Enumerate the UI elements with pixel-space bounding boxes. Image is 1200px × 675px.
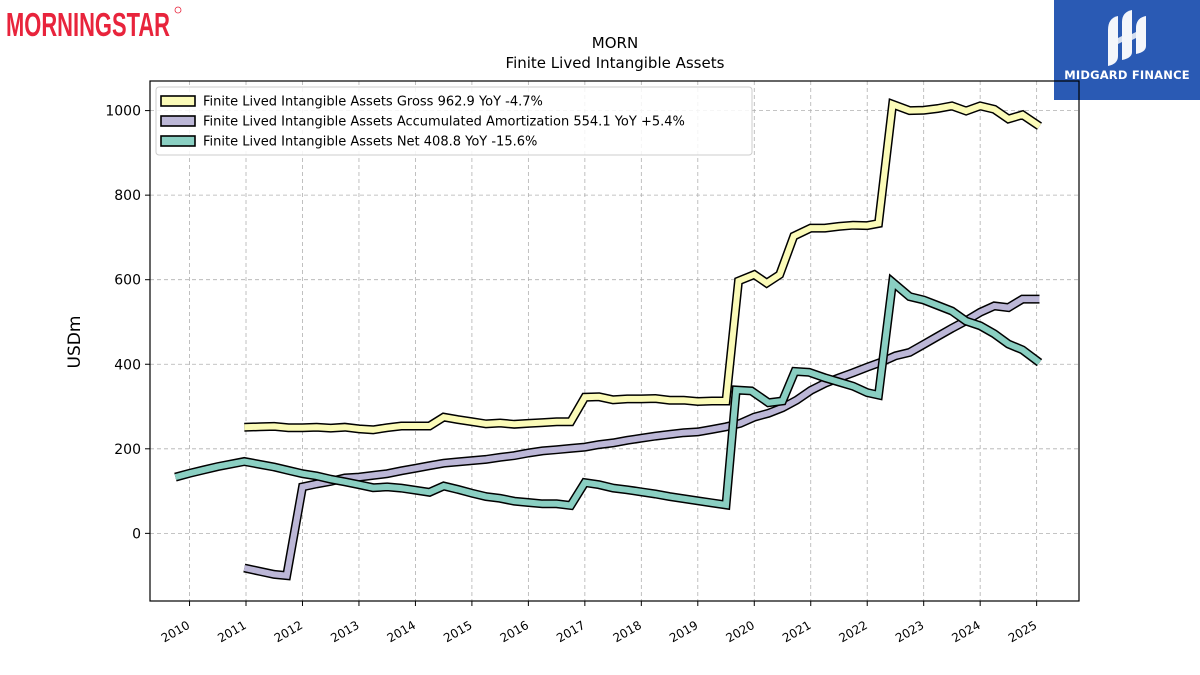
x-tick-label: 2011 — [215, 618, 248, 645]
x-tick-label: 2010 — [159, 618, 192, 645]
y-tick-label: 0 — [132, 526, 141, 542]
series-lines — [174, 98, 1043, 581]
x-tick-label: 2020 — [724, 618, 757, 645]
legend-box — [155, 86, 753, 156]
x-tick-label: 2016 — [498, 618, 531, 645]
legend-swatch — [160, 95, 196, 107]
x-tick-label: 2021 — [780, 618, 813, 645]
morningstar-logo-text: MORNINGSTAR — [6, 6, 170, 43]
legend: Finite Lived Intangible Assets Gross 962… — [155, 86, 753, 156]
y-axis-label: USDm — [65, 316, 85, 369]
x-tick-label: 2013 — [328, 618, 361, 645]
x-tick-label: 2017 — [554, 618, 587, 645]
x-tick-label: 2014 — [385, 618, 418, 645]
x-tick-label: 2025 — [1006, 618, 1039, 645]
midgard-finance-logo: MIDGARD FINANCE — [1054, 0, 1200, 100]
plot-frame — [149, 80, 1080, 602]
series-1-line — [244, 100, 1042, 433]
grid — [150, 81, 1079, 601]
legend-swatch — [160, 115, 196, 127]
legend-entry: Finite Lived Intangible Assets Net 408.8… — [203, 135, 537, 150]
registered-mark-icon — [174, 6, 182, 14]
series-2 — [243, 294, 1040, 581]
x-tick-label: 2018 — [611, 618, 644, 645]
series-1 — [244, 98, 1043, 435]
midgard-logo-text: MIDGARD FINANCE — [1064, 68, 1190, 82]
series-3-line — [174, 276, 1042, 509]
y-tick-label: 400 — [114, 357, 141, 373]
x-tick-label: 2019 — [667, 618, 700, 645]
y-tick-label: 800 — [114, 188, 141, 204]
morningstar-logo: MORNINGSTAR — [6, 6, 182, 43]
y-tick-label: 200 — [114, 442, 141, 458]
x-tick-label: 2015 — [441, 618, 474, 645]
legend-entry: Finite Lived Intangible Assets Accumulat… — [203, 115, 685, 130]
x-tick-label: 2022 — [836, 618, 869, 645]
x-tick-label: 2023 — [893, 618, 926, 645]
x-tick-label: 2024 — [949, 618, 982, 645]
series-2-line — [243, 296, 1040, 579]
legend-entry: Finite Lived Intangible Assets Gross 962… — [203, 95, 543, 110]
chart-title: MORN — [592, 34, 638, 52]
y-tick-label: 1000 — [105, 104, 141, 120]
x-tick-label: 2012 — [272, 618, 305, 645]
y-tick-label: 600 — [114, 273, 141, 289]
legend-swatch — [160, 135, 196, 147]
midgard-m-icon — [1108, 10, 1146, 66]
chart-subtitle: Finite Lived Intangible Assets — [506, 54, 725, 72]
series-3 — [174, 273, 1043, 511]
